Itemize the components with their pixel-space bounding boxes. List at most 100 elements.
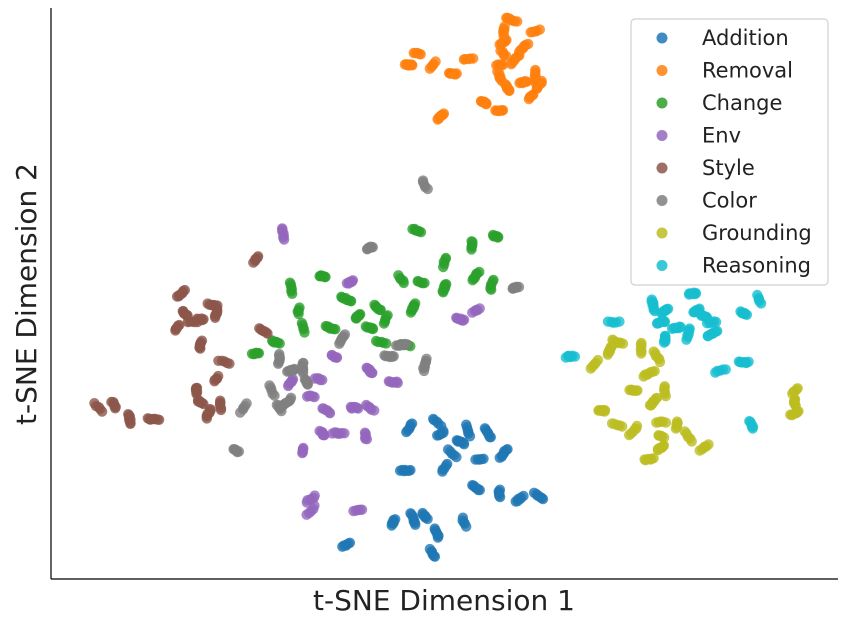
data-point xyxy=(504,85,515,97)
data-point xyxy=(666,323,678,334)
data-point xyxy=(652,318,663,329)
data-point xyxy=(660,417,672,428)
data-point xyxy=(391,340,402,351)
data-point xyxy=(210,312,221,323)
data-point xyxy=(386,520,397,531)
data-point xyxy=(297,447,308,459)
data-point xyxy=(317,374,328,386)
data-point xyxy=(361,244,373,255)
data-point xyxy=(392,377,403,389)
data-point xyxy=(494,491,506,503)
data-point xyxy=(498,30,509,42)
data-point xyxy=(467,307,478,318)
data-point xyxy=(458,314,470,325)
data-point xyxy=(282,366,293,377)
data-point xyxy=(401,426,412,438)
data-point xyxy=(560,352,571,363)
series-color xyxy=(228,175,525,458)
data-point xyxy=(514,77,525,89)
data-point xyxy=(785,409,796,420)
data-point xyxy=(451,451,462,463)
data-point xyxy=(432,430,443,441)
data-point xyxy=(787,388,798,399)
data-point xyxy=(493,231,504,243)
data-point xyxy=(415,227,427,238)
data-point xyxy=(755,298,767,309)
data-point xyxy=(747,423,758,434)
data-point xyxy=(277,400,288,411)
series-addition xyxy=(337,413,549,562)
data-point xyxy=(405,307,417,318)
data-point xyxy=(348,505,359,517)
data-point xyxy=(451,68,462,79)
data-point xyxy=(636,348,647,359)
legend-marker-env xyxy=(656,130,668,141)
data-point xyxy=(617,421,628,432)
data-point xyxy=(639,454,650,465)
data-point xyxy=(170,325,181,336)
data-point xyxy=(299,327,310,338)
legend-marker-addition xyxy=(656,32,668,44)
legend-label-removal: Removal xyxy=(702,59,793,83)
data-point xyxy=(331,352,343,363)
series-reasoning xyxy=(560,287,767,434)
data-point xyxy=(461,521,472,532)
data-point xyxy=(320,271,331,283)
data-point xyxy=(537,493,549,505)
legend-marker-grounding xyxy=(656,227,668,239)
data-point xyxy=(182,316,193,328)
data-point xyxy=(474,484,485,496)
data-point xyxy=(269,390,280,401)
data-point xyxy=(438,287,449,298)
data-point xyxy=(458,439,470,450)
data-point xyxy=(467,275,478,286)
data-point xyxy=(418,365,430,377)
data-point xyxy=(195,343,206,354)
data-point xyxy=(438,261,449,273)
data-point xyxy=(309,391,320,403)
data-point xyxy=(367,323,379,335)
data-point xyxy=(407,60,418,71)
data-point xyxy=(110,403,121,414)
data-point xyxy=(480,99,492,110)
data-point xyxy=(361,434,373,445)
legend-marker-removal xyxy=(656,65,668,76)
legend-marker-style xyxy=(656,162,668,174)
data-point xyxy=(287,288,298,299)
data-point xyxy=(506,58,517,70)
series-grounding xyxy=(585,334,804,466)
data-point xyxy=(599,406,610,417)
data-point xyxy=(432,114,443,125)
data-point xyxy=(644,399,656,411)
data-point xyxy=(419,277,430,289)
data-point xyxy=(617,338,629,349)
data-point xyxy=(235,407,246,418)
data-point xyxy=(494,452,505,463)
legend-label-style: Style xyxy=(702,156,755,180)
data-point xyxy=(233,446,245,457)
data-point xyxy=(710,367,721,378)
data-point xyxy=(632,385,643,396)
data-point xyxy=(381,338,392,349)
data-point xyxy=(654,356,666,368)
data-point xyxy=(367,367,378,378)
data-point xyxy=(681,334,692,345)
legend-label-grounding: Grounding xyxy=(702,221,812,245)
legend-marker-color xyxy=(656,195,668,206)
legend-marker-change xyxy=(656,97,668,109)
data-point xyxy=(512,16,523,27)
data-point xyxy=(319,429,330,441)
series-removal xyxy=(399,12,547,125)
data-point xyxy=(224,358,235,369)
data-point xyxy=(624,429,635,441)
data-point xyxy=(341,278,353,289)
data-point xyxy=(248,257,259,268)
data-point xyxy=(686,436,697,447)
legend-label-env: Env xyxy=(702,124,741,148)
data-point xyxy=(602,349,613,360)
data-point xyxy=(293,308,304,320)
data-point xyxy=(501,50,512,62)
legend-label-reasoning: Reasoning xyxy=(702,254,811,278)
data-point xyxy=(215,404,227,416)
